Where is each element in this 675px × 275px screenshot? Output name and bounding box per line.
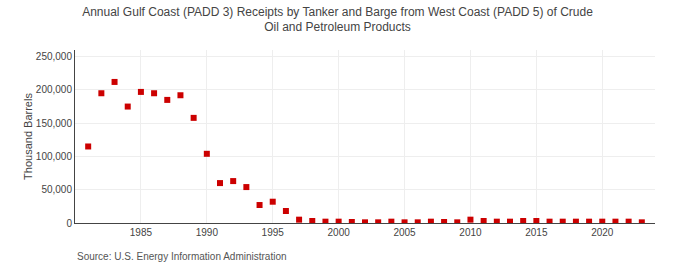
svg-text:2010: 2010 (459, 227, 482, 238)
svg-text:50,000: 50,000 (41, 184, 72, 195)
svg-text:Thousand Barrels: Thousand Barrels (22, 93, 34, 180)
svg-text:100,000: 100,000 (36, 151, 73, 162)
svg-text:Source: U.S. Energy Informatio: Source: U.S. Energy Information Administ… (77, 251, 287, 262)
svg-text:Annual Gulf Coast (PADD 3) Rec: Annual Gulf Coast (PADD 3) Receipts by T… (82, 5, 593, 35)
svg-text:0: 0 (66, 218, 72, 229)
svg-text:250,000: 250,000 (36, 51, 73, 62)
svg-text:1995: 1995 (262, 227, 285, 238)
svg-text:2000: 2000 (328, 227, 351, 238)
svg-text:1990: 1990 (196, 227, 219, 238)
svg-text:150,000: 150,000 (36, 118, 73, 129)
svg-text:2020: 2020 (591, 227, 614, 238)
svg-text:2015: 2015 (525, 227, 548, 238)
svg-text:1985: 1985 (130, 227, 153, 238)
svg-text:200,000: 200,000 (36, 84, 73, 95)
svg-text:2005: 2005 (393, 227, 416, 238)
